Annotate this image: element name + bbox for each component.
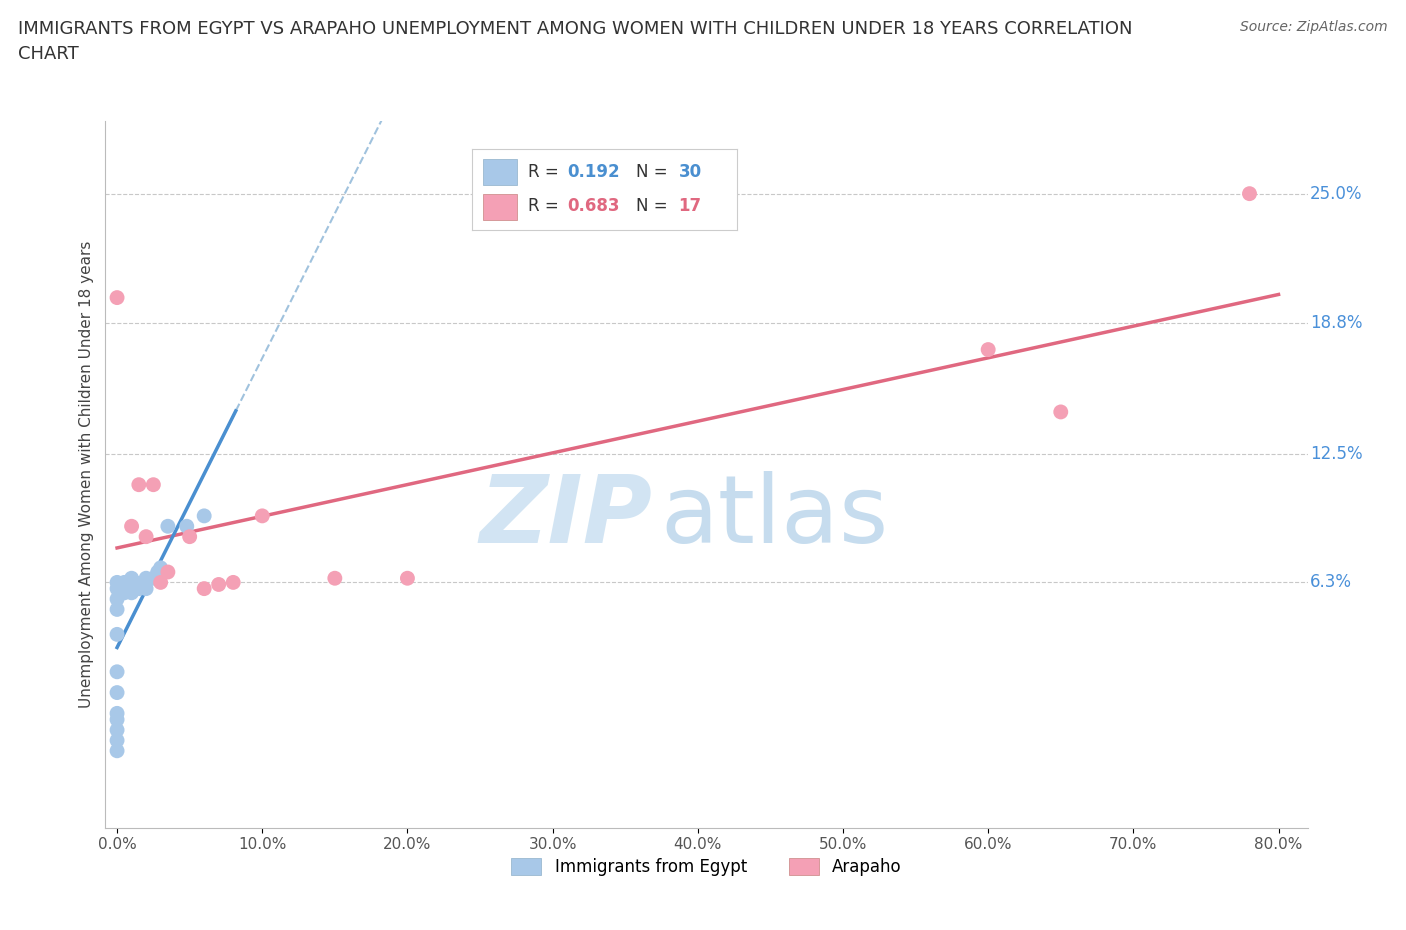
Point [179,529,201,544]
Text: IMMIGRANTS FROM EGYPT VS ARAPAHO UNEMPLOYMENT AMONG WOMEN WITH CHILDREN UNDER 18: IMMIGRANTS FROM EGYPT VS ARAPAHO UNEMPLO… [18,20,1133,38]
Point [135,529,157,544]
Point [105,706,128,721]
Point [128,581,150,596]
Point [105,591,128,606]
Point [128,477,150,492]
Point [105,712,128,727]
Text: atlas: atlas [661,471,889,563]
Text: ZIP: ZIP [479,471,652,563]
Point [146,565,169,579]
Point [105,290,128,305]
Point [135,581,157,596]
Point [121,577,143,591]
Point [1239,186,1261,201]
Point [135,571,157,586]
Text: 6.3%: 6.3% [1310,574,1353,591]
Point [193,509,215,524]
Point [142,571,165,586]
Point [156,565,179,579]
Point [193,581,215,596]
Text: Source: ZipAtlas.com: Source: ZipAtlas.com [1240,20,1388,34]
Point [118,581,141,596]
Point [105,664,128,679]
Point [121,585,143,600]
Point [323,571,346,586]
Point [132,575,155,590]
Point [128,577,150,591]
Point [208,577,231,591]
Point [142,477,165,492]
Point [149,561,172,576]
Text: CHART: CHART [18,45,79,62]
Point [112,585,135,600]
Point [396,571,419,586]
Point [105,602,128,617]
Point [176,519,198,534]
Point [1049,405,1071,419]
Legend: Immigrants from Egypt, Arapaho: Immigrants from Egypt, Arapaho [505,852,908,883]
Point [105,685,128,700]
Point [105,723,128,737]
Point [124,575,146,590]
Point [105,627,128,642]
Point [105,733,128,748]
Point [156,519,179,534]
Y-axis label: Unemployment Among Women with Children Under 18 years: Unemployment Among Women with Children U… [79,241,94,708]
Point [121,519,143,534]
Point [105,581,128,596]
Point [977,342,1000,357]
Text: 18.8%: 18.8% [1310,313,1362,332]
Point [222,575,245,590]
Point [105,743,128,758]
Point [252,509,274,524]
Text: 25.0%: 25.0% [1310,185,1362,203]
Text: 12.5%: 12.5% [1310,445,1362,462]
Point [112,575,135,590]
Point [105,575,128,590]
Point [149,575,172,590]
Point [121,571,143,586]
